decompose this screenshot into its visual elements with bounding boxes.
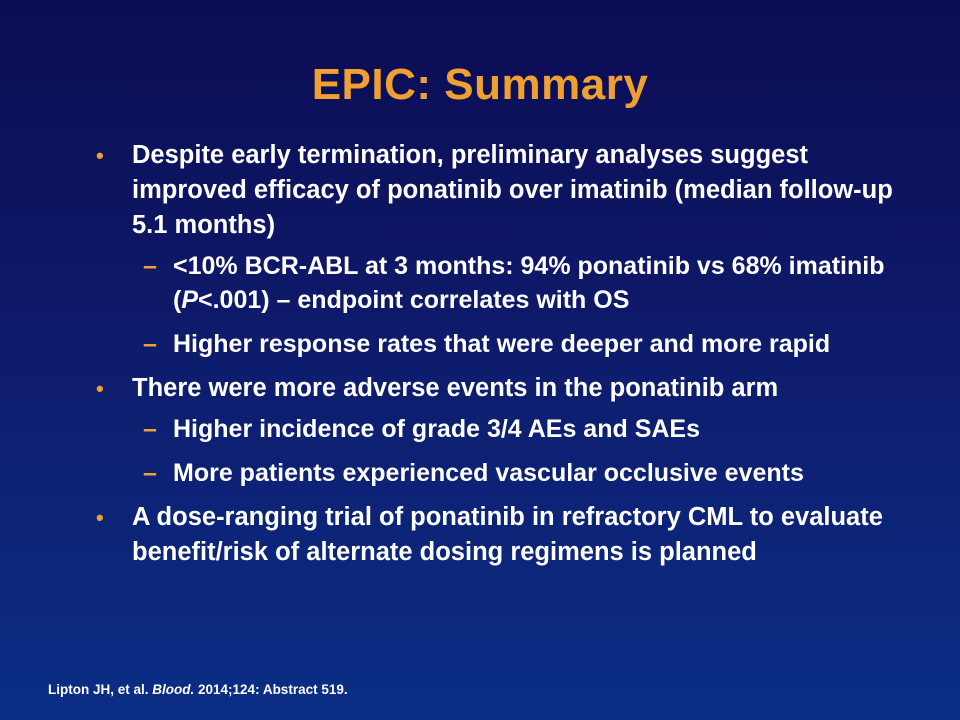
dash-icon: – (143, 459, 157, 487)
bullet-item-1: • Despite early termination, preliminary… (96, 138, 926, 243)
bullet-icon: • (96, 376, 104, 401)
citation-authors: Lipton JH, et al. (48, 682, 153, 697)
dash-icon: – (143, 415, 157, 443)
bullet-icon: • (96, 505, 104, 530)
bullet-text: A dose-ranging trial of ponatinib in ref… (132, 503, 883, 566)
dash-icon: – (143, 252, 157, 280)
sub-bullet-item-2: – Higher response rates that were deeper… (96, 327, 926, 361)
slide-title: EPIC: Summary (311, 60, 649, 109)
bullet-item-2: • There were more adverse events in the … (96, 371, 926, 406)
p-value-label: P (181, 286, 199, 314)
sub-bullet-text: Higher response rates that were deeper a… (173, 330, 831, 358)
citation: Lipton JH, et al. Blood. 2014;124: Abstr… (48, 682, 348, 697)
citation-details: 2014;124: Abstract 519. (194, 682, 348, 697)
sub-bullet-text-part2: <.001) – endpoint correlates with OS (198, 286, 630, 314)
sub-bullet-text: Higher incidence of grade 3/4 AEs and SA… (173, 415, 701, 443)
bullet-text: Despite early termination, preliminary a… (132, 141, 893, 239)
sub-bullet-text-part1: <10% BCR-ABL at 3 months: 94% ponatinib … (173, 252, 885, 314)
sub-bullet-item-3: – Higher incidence of grade 3/4 AEs and … (96, 412, 926, 446)
bullet-list: • Despite early termination, preliminary… (96, 138, 926, 576)
bullet-icon: • (96, 143, 104, 168)
sub-bullet-item-1: – <10% BCR-ABL at 3 months: 94% ponatini… (96, 249, 926, 317)
citation-journal: Blood. (152, 682, 195, 697)
dash-icon: – (143, 330, 157, 358)
bullet-item-3: • A dose-ranging trial of ponatinib in r… (96, 500, 926, 570)
sub-bullet-item-4: – More patients experienced vascular occ… (96, 456, 926, 490)
bullet-text: There were more adverse events in the po… (132, 374, 779, 402)
sub-bullet-text: More patients experienced vascular occlu… (173, 459, 804, 487)
